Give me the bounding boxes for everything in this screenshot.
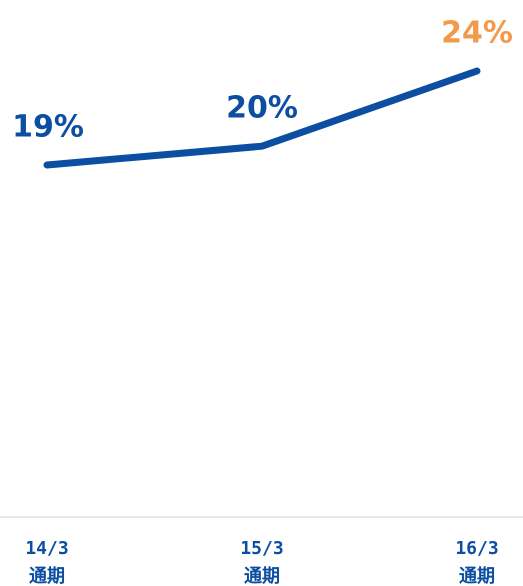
value-label: 24% (441, 16, 513, 51)
x-tick-label: 通期 (29, 566, 65, 586)
value-label: 20% (226, 91, 298, 126)
x-tick-label: 15/3 (240, 538, 283, 559)
line (43, 67, 481, 169)
x-tick-label: 通期 (459, 566, 495, 586)
x-tick-label: 通期 (244, 566, 280, 586)
x-tick-label: 16/3 (455, 538, 498, 559)
x-tick-label: 14/3 (25, 538, 68, 559)
value-label: 19% (12, 110, 84, 145)
